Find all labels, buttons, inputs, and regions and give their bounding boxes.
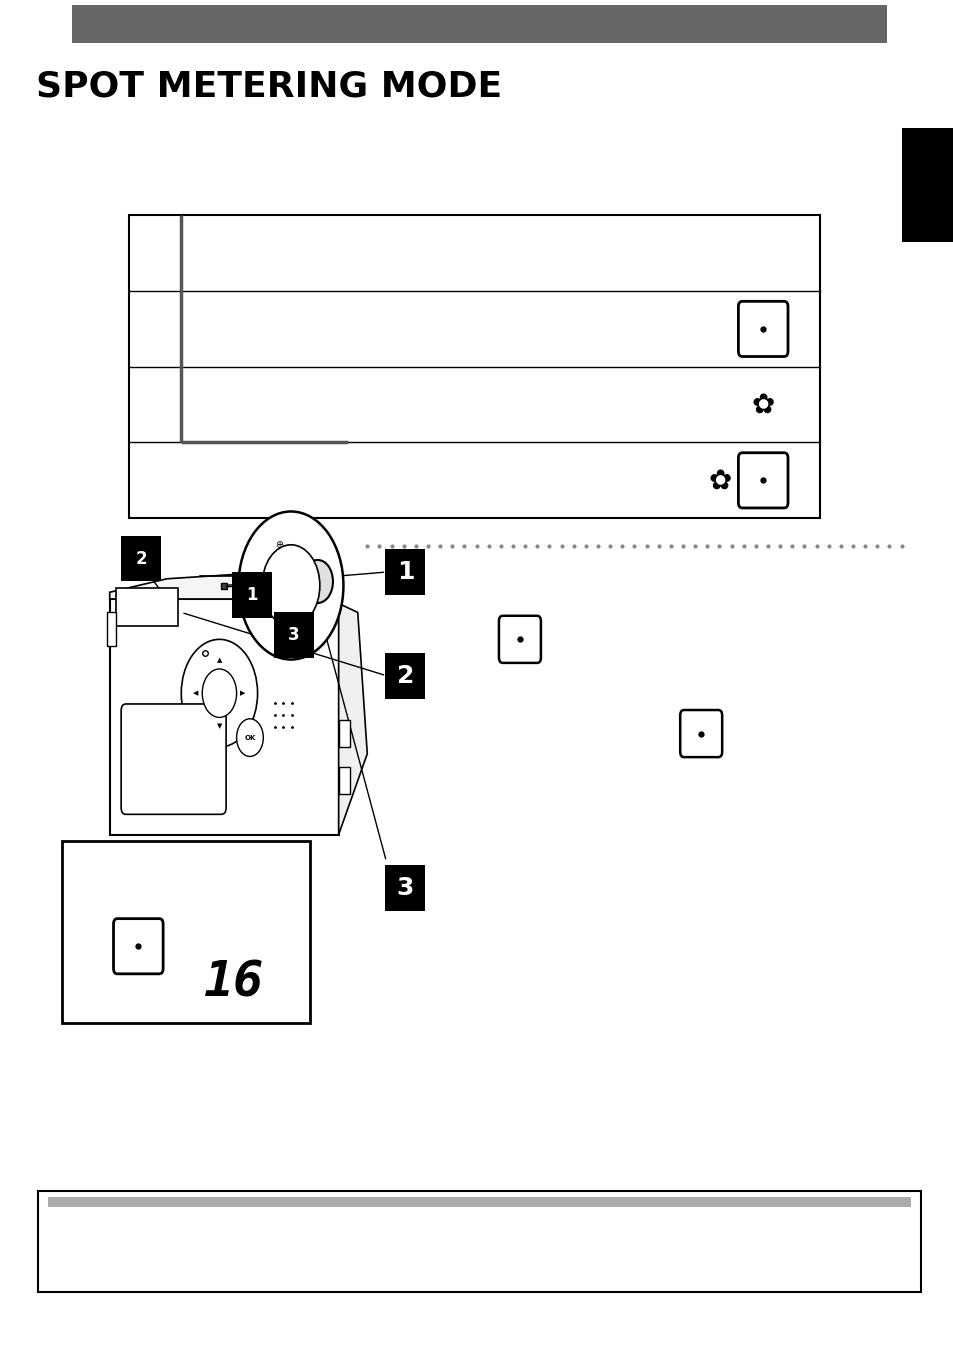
Bar <box>71 5 886 43</box>
Bar <box>48 1197 910 1207</box>
Circle shape <box>262 545 319 626</box>
Circle shape <box>294 548 341 615</box>
FancyBboxPatch shape <box>738 452 787 507</box>
Bar <box>385 653 425 699</box>
Text: ✿: ✿ <box>751 390 774 419</box>
Polygon shape <box>110 599 338 835</box>
Bar <box>385 865 425 911</box>
Bar <box>107 612 116 646</box>
Text: ✿: ✿ <box>708 466 731 494</box>
Text: ⊕: ⊕ <box>275 540 283 549</box>
Text: SPOT METERING MODE: SPOT METERING MODE <box>36 70 502 104</box>
Bar <box>62 841 310 1023</box>
Bar <box>901 128 953 242</box>
Text: 16: 16 <box>203 958 264 1007</box>
Circle shape <box>236 719 263 756</box>
Text: 1: 1 <box>396 560 414 584</box>
Text: 1: 1 <box>246 586 257 604</box>
Bar <box>274 612 314 658</box>
FancyBboxPatch shape <box>679 711 721 756</box>
FancyBboxPatch shape <box>113 919 163 975</box>
Bar <box>338 720 350 747</box>
Circle shape <box>202 669 236 717</box>
Text: OK: OK <box>244 735 255 740</box>
Polygon shape <box>110 572 338 599</box>
FancyBboxPatch shape <box>498 615 540 664</box>
Text: 2: 2 <box>135 549 147 568</box>
Text: ▶: ▶ <box>240 690 246 696</box>
Bar <box>38 1191 920 1292</box>
Text: ◀: ◀ <box>193 690 198 696</box>
FancyBboxPatch shape <box>738 302 787 357</box>
Bar <box>129 215 820 518</box>
Text: 3: 3 <box>288 626 299 645</box>
Polygon shape <box>329 599 367 835</box>
Circle shape <box>181 639 257 747</box>
Circle shape <box>302 560 333 603</box>
Bar <box>232 572 272 618</box>
Text: 2: 2 <box>396 664 414 688</box>
Bar <box>338 767 350 794</box>
Text: ▲: ▲ <box>216 657 222 662</box>
Bar <box>385 549 425 595</box>
Text: 3: 3 <box>396 876 414 900</box>
Circle shape <box>238 511 343 660</box>
Text: ▼: ▼ <box>216 724 222 730</box>
Bar <box>116 588 178 626</box>
FancyBboxPatch shape <box>121 704 226 814</box>
Bar <box>121 536 161 581</box>
